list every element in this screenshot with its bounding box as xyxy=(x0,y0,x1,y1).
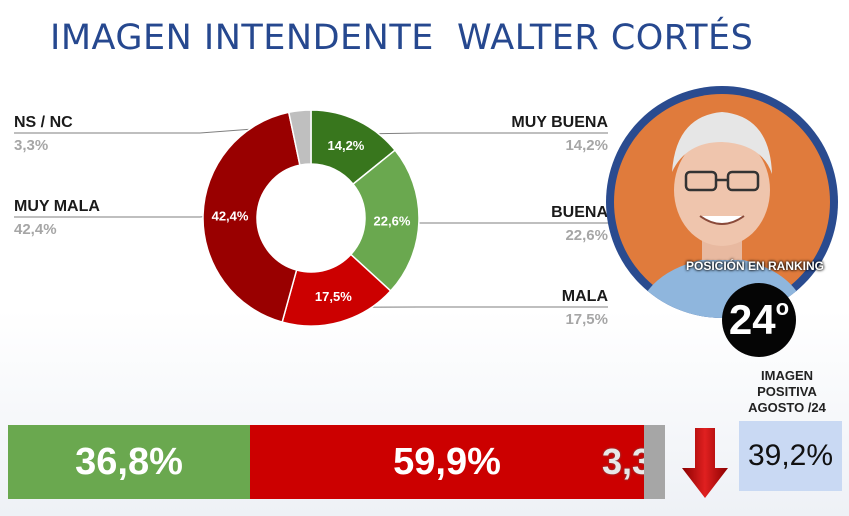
comparison-value-box: 39,2% xyxy=(739,421,842,491)
legend-label-mala: MALA xyxy=(561,288,608,305)
bar-label-ns-nc: 3,3 xyxy=(602,441,653,482)
legend-label-ns-nc: NS / NC xyxy=(14,114,73,131)
down-arrow-icon xyxy=(682,428,728,498)
donut-data-label: 17,5% xyxy=(315,289,352,304)
ranking-position: 24 xyxy=(728,296,776,343)
legend-value-buena: 22,6% xyxy=(565,227,608,244)
leader-line xyxy=(351,132,608,135)
donut-data-label: 22,6% xyxy=(374,214,411,229)
donut-slices xyxy=(202,109,420,327)
comparison-value: 39,2% xyxy=(747,439,834,472)
comparison-title: IMAGEN POSITIVA AGOSTO /24 xyxy=(748,368,826,415)
ranking-ordinal: o xyxy=(775,295,790,320)
bar-ns-nc xyxy=(644,425,665,499)
bar-negativa: 59,9% xyxy=(250,425,644,499)
donut-data-label: 42,4% xyxy=(212,208,249,223)
legend-value-ns-nc: 3,3% xyxy=(14,137,49,154)
page-title: IMAGEN INTENDENTE WALTER CORTÉS xyxy=(50,18,754,58)
bar-label-negativa: 59,9% xyxy=(393,440,501,483)
donut-slice-buena xyxy=(349,149,420,292)
donut-slice-ns-nc xyxy=(287,109,312,167)
legend-label-buena: BUENA xyxy=(551,204,608,221)
legend-value-mala: 17,5% xyxy=(565,311,608,328)
ranking-badge: 24 o xyxy=(722,283,796,357)
legend-label-muy-mala: MUY MALA xyxy=(14,198,100,215)
bar-positiva: 36,8% xyxy=(8,425,250,499)
bar-ns-nc-label-box: 3,3 xyxy=(602,425,665,499)
legend-value-muy-buena: 14,2% xyxy=(565,137,608,154)
donut-slice-muy-mala xyxy=(202,111,301,324)
ranking-label: POSICIÓN EN RANKING xyxy=(686,259,825,273)
donut-data-label: 14,2% xyxy=(328,138,365,153)
bar-label-positiva: 36,8% xyxy=(75,440,183,483)
legend-value-muy-mala: 42,4% xyxy=(14,221,57,238)
legend-label-muy-buena: MUY BUENA xyxy=(511,114,608,131)
person-photo-icon xyxy=(606,86,838,318)
donut-data-labels: 14,2% 22,6% 17,5% 42,4% xyxy=(212,138,411,304)
